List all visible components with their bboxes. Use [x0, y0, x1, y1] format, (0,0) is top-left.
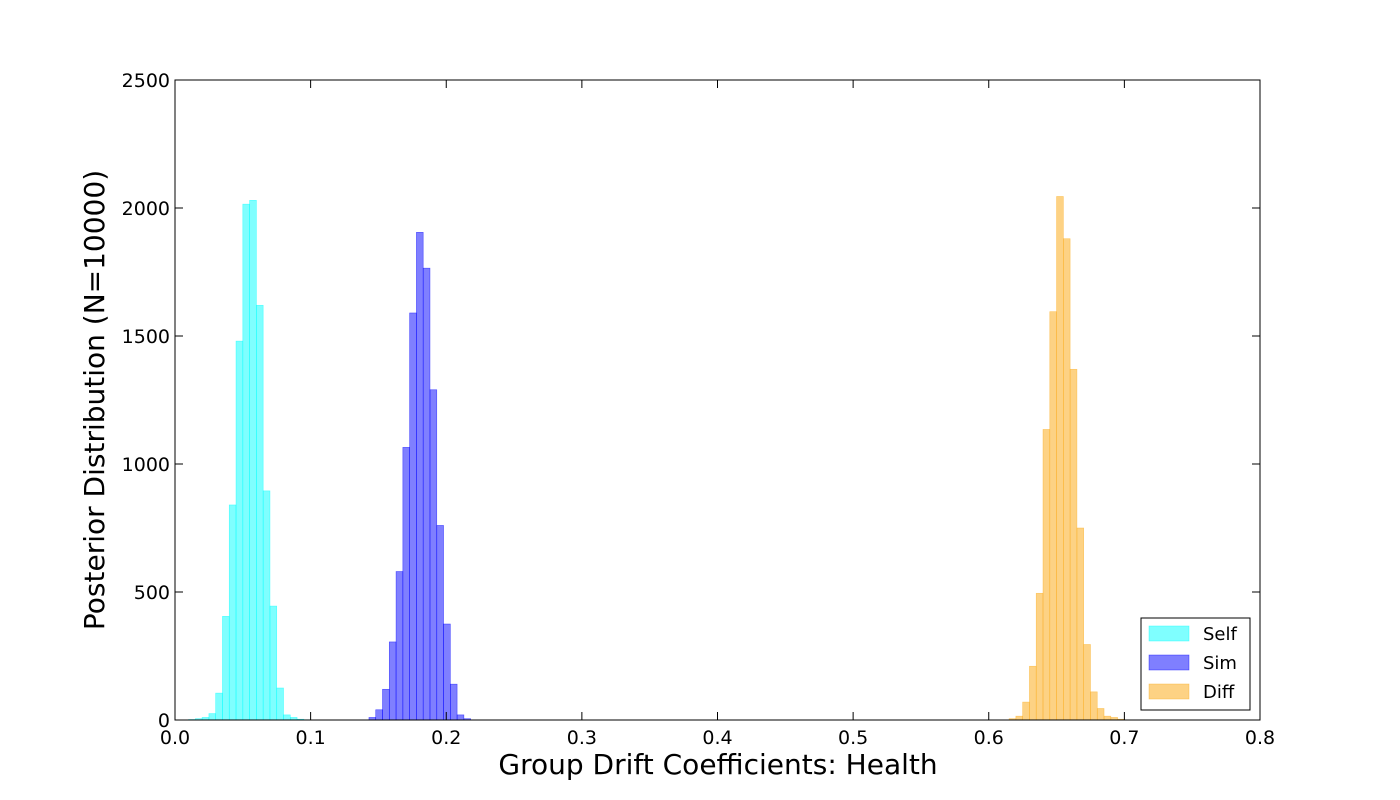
y-tick-label: 2500 [122, 70, 170, 92]
histogram-bar [1063, 238, 1071, 721]
legend-item-sim: Sim [1148, 653, 1237, 674]
histogram-bar [1090, 691, 1098, 721]
histogram-bar [422, 267, 431, 721]
histogram-bar [215, 692, 223, 721]
series-sim [368, 232, 471, 721]
histogram-bar [443, 623, 451, 721]
histogram-bar [222, 616, 230, 721]
histogram-bar [450, 683, 458, 721]
histogram-bar [429, 389, 438, 721]
histogram-bar [1083, 644, 1091, 721]
y-tick-label: 500 [134, 582, 170, 604]
histogram-bar [395, 571, 404, 721]
histogram-bar [1015, 715, 1023, 721]
legend-item-diff: Diff [1148, 682, 1235, 703]
legend-label: Diff [1203, 682, 1235, 703]
histogram-bar [269, 605, 278, 721]
histogram-bar [262, 490, 271, 721]
histogram-bar [1049, 311, 1057, 721]
x-tick-label: 0.7 [1109, 727, 1139, 749]
histogram-bar [228, 504, 237, 721]
histogram-bar [436, 525, 444, 721]
x-tick-label: 0.2 [431, 727, 461, 749]
x-tick-label: 0.4 [702, 727, 732, 749]
histogram-bar [409, 312, 417, 721]
x-tick-label: 0.8 [1245, 727, 1275, 749]
histogram-bar [402, 447, 410, 721]
histogram-bar [388, 641, 397, 721]
legend-item-self: Self [1148, 624, 1238, 645]
histogram-bar [416, 232, 424, 721]
histogram-bar [1096, 708, 1105, 721]
x-tick-label: 0.6 [974, 727, 1004, 749]
y-tick-label: 2000 [122, 198, 170, 220]
histogram-bar [249, 200, 257, 721]
histogram-bar [1035, 592, 1044, 721]
histogram-bar [235, 340, 244, 721]
x-axis-ticks: 0.0 0.1 0.2 0.3 0.4 0.5 0.6 0.7 0.8 [160, 80, 1275, 749]
histogram-bar [1022, 701, 1030, 721]
x-axis-title: Group Drift Coefficients: Health [498, 748, 937, 781]
histogram-bar [208, 713, 216, 721]
histogram-bar [1042, 429, 1051, 721]
y-axis-title: Posterior Distribution (N=10000) [78, 170, 111, 630]
histogram-bar [456, 714, 465, 721]
legend-swatch [1148, 683, 1190, 700]
legend-swatch [1148, 625, 1190, 642]
x-tick-label: 0.1 [296, 727, 326, 749]
x-tick-label: 0.5 [838, 727, 868, 749]
x-tick-label: 0.3 [567, 727, 597, 749]
histogram-bar [1069, 368, 1078, 721]
histogram-bar [1029, 665, 1037, 721]
histogram-bar [1103, 715, 1112, 721]
histogram-bar [276, 687, 284, 721]
legend-label: Sim [1203, 653, 1237, 674]
axes-frame [174, 79, 1261, 721]
histogram-bar [1056, 196, 1064, 721]
histogram-bar [382, 688, 390, 721]
histogram-bar [242, 203, 250, 721]
histogram-bar [1076, 527, 1084, 721]
legend-label: Self [1203, 624, 1238, 645]
y-tick-label: 0 [158, 710, 170, 732]
y-tick-label: 1500 [122, 326, 170, 348]
histogram-bar [256, 304, 264, 721]
histogram-bar [283, 714, 291, 721]
x-tick-label: 0.0 [160, 727, 190, 749]
histogram-bar [375, 709, 383, 721]
legend-swatch [1148, 654, 1190, 671]
legend: Self Sim Diff [1140, 617, 1251, 711]
y-tick-label: 1000 [122, 454, 170, 476]
